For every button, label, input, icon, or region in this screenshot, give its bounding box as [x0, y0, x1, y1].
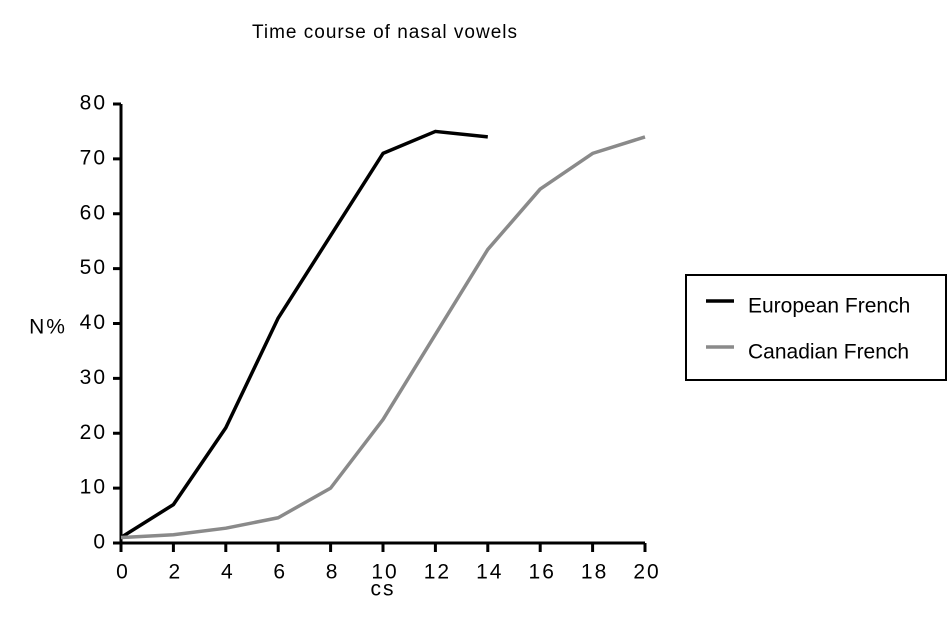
- x-tick-label: 8: [326, 561, 340, 584]
- y-tick-label: 10: [80, 476, 107, 499]
- y-axis-label: N%: [29, 316, 67, 339]
- y-tick-label: 60: [80, 201, 107, 224]
- y-tick-label: 0: [93, 531, 107, 554]
- legend-label: Canadian French: [748, 341, 909, 364]
- x-tick-label: 16: [529, 561, 556, 584]
- y-tick-label: 80: [80, 92, 107, 115]
- x-tick-label: 12: [424, 561, 451, 584]
- series-line: [120, 129, 488, 539]
- series-line: [120, 135, 646, 540]
- x-tick-label: 10: [371, 561, 398, 584]
- x-tick-label: 18: [581, 561, 608, 584]
- legend-label: European French: [748, 295, 910, 318]
- x-tick-label: 4: [221, 561, 235, 584]
- x-tick-label: 20: [633, 561, 660, 584]
- x-tick-label: 2: [169, 561, 183, 584]
- x-tick-label: 6: [273, 561, 287, 584]
- y-tick-label: 40: [80, 311, 107, 334]
- y-tick-label: 20: [80, 421, 107, 444]
- x-tick-label: 0: [116, 561, 130, 584]
- x-tick-label: 14: [476, 561, 503, 584]
- y-tick-label: 50: [80, 256, 107, 279]
- y-tick-label: 30: [80, 366, 107, 389]
- legend-box: [685, 274, 947, 381]
- x-axis-label: cs: [371, 578, 396, 601]
- chart-title: Time course of nasal vowels: [252, 22, 518, 43]
- y-tick-label: 70: [80, 146, 107, 169]
